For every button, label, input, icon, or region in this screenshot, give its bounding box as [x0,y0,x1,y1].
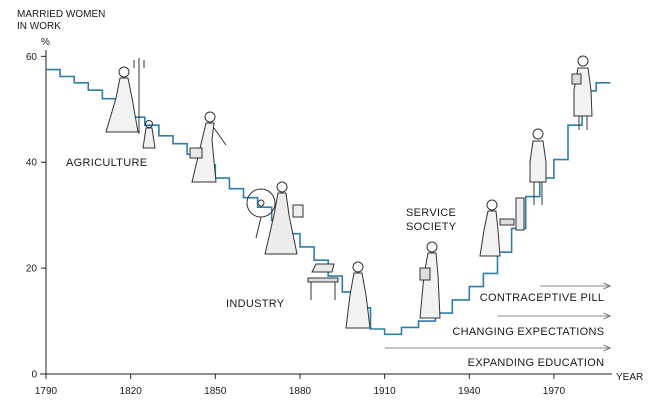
annotation-service-line2: SOCIETY [406,221,457,233]
y-axis-label-line1: MARRIED WOMEN [17,9,105,20]
y-tick-label: 60 [26,52,38,63]
figure-woman-with-folder-icon [419,241,441,319]
y-ticks: 0 20 40 60 [26,52,46,381]
x-ticks: 1790 1820 1850 1880 1910 1940 1970 [35,374,566,397]
y-axis-label-line2: IN WORK [17,21,61,32]
annotation-industry: INDUSTRY [226,298,285,310]
annotation-service-line1: SERVICE [406,207,456,219]
x-tick-label: 1850 [204,386,227,397]
figure-spinning-wheel-woman-icon [246,181,304,255]
y-axis-unit: % [41,37,50,48]
trend-label: CHANGING EXPECTATIONS [452,326,604,338]
trend-label: EXPANDING EDUCATION [468,357,605,369]
trend-label: CONTRACEPTIVE PILL [480,292,605,304]
figure-farm-woman-icon [105,58,156,149]
figure-woman-with-basket-icon [189,111,227,183]
y-tick-label: 40 [26,158,38,169]
x-tick-label: 1910 [373,386,396,397]
figure-woman-at-office-machine-icon [479,197,525,257]
x-tick-label: 1880 [289,386,312,397]
figure-woman-in-suit-icon [529,128,547,205]
x-tick-label: 1820 [120,386,143,397]
trend-arrows: CONTRACEPTIVE PILL CHANGING EXPECTATIONS E… [384,286,611,369]
series-line-married-women-in-work [46,68,611,336]
x-tick-label: 1970 [543,386,566,397]
y-tick-label: 20 [26,264,38,275]
x-axis-label: YEAR [616,372,643,383]
y-tick-label: 0 [31,370,37,381]
figure-sewing-machine-woman-icon [307,261,371,329]
annotation-agriculture: AGRICULTURE [66,157,147,169]
figure-woman-with-document-icon [571,55,593,130]
x-tick-label: 1940 [458,386,481,397]
x-tick-label: 1790 [35,386,58,397]
